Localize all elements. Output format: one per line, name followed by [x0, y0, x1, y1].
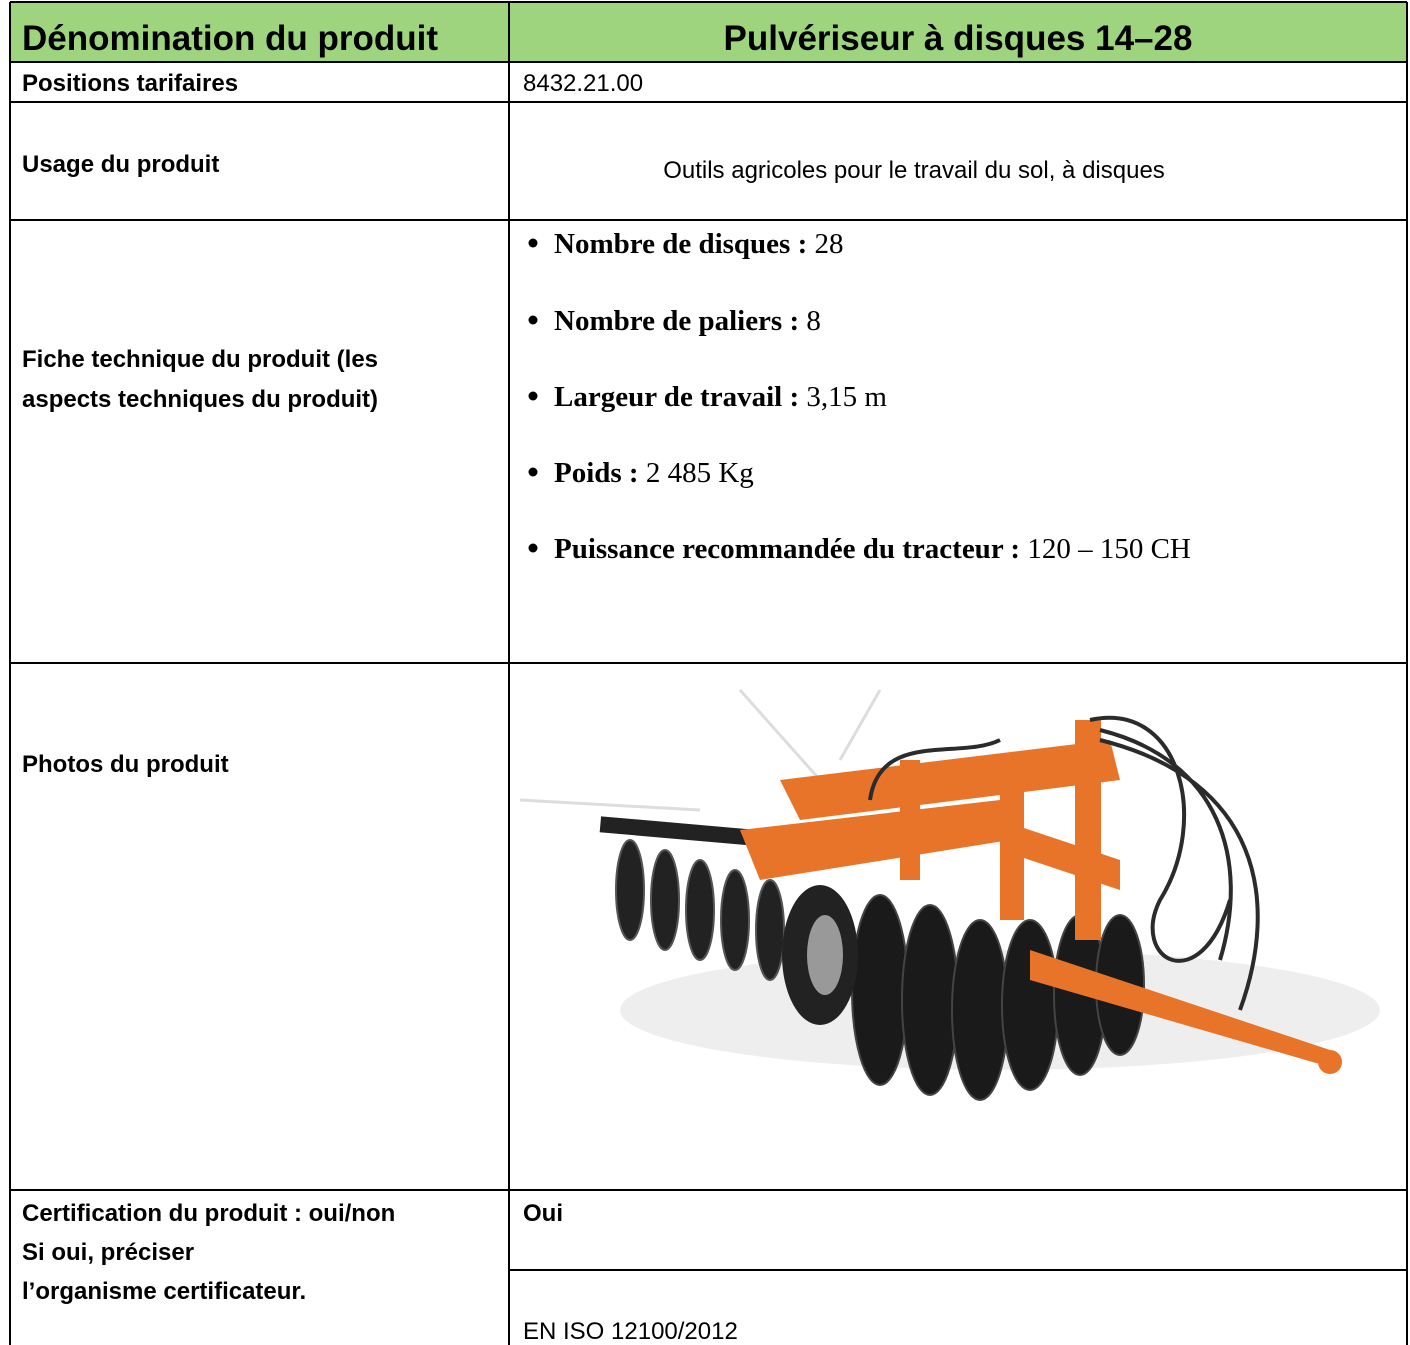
bullet: [528, 391, 538, 401]
row-value: Outils agricoles pour le travail du sol,…: [663, 157, 1165, 184]
spec-item: Largeur de travail : 3,15 m: [554, 381, 887, 413]
row-label: Certification du produit : oui/non: [22, 1200, 395, 1227]
bullet: [528, 543, 538, 553]
row-label: Fiche technique du produit (les: [22, 346, 378, 373]
spec-value: 2 485 Kg: [646, 457, 754, 489]
row-label: aspects techniques du produit): [22, 386, 378, 413]
row-value: Oui: [523, 1200, 563, 1227]
spec-value: 28: [815, 228, 844, 260]
row-label: Si oui, préciser: [22, 1239, 194, 1266]
spec-label: Poids :: [554, 457, 639, 489]
row-label: Photos du produit: [22, 751, 229, 778]
spec-label: Largeur de travail :: [554, 381, 799, 413]
row-value: 8432.21.00: [523, 70, 643, 97]
row-label: l’organisme certificateur.: [22, 1278, 306, 1305]
spec-value: 3,15 m: [806, 381, 887, 413]
spec-item: Nombre de disques : 28: [554, 228, 844, 260]
table-borders: [9, 1, 1408, 1345]
row-value: EN ISO 12100/2012: [523, 1318, 738, 1345]
spec-item: Nombre de paliers : 8: [554, 305, 821, 337]
bullet: [528, 315, 538, 325]
bullet: [528, 467, 538, 477]
spec-value: 8: [806, 305, 821, 337]
spec-value: 120 – 150 CH: [1027, 533, 1191, 565]
header-right: Pulvériseur à disques 14–28: [724, 19, 1193, 58]
spec-label: Nombre de paliers :: [554, 305, 799, 337]
spec-item: Poids : 2 485 Kg: [554, 457, 754, 489]
bullet: [528, 238, 538, 248]
spec-item: Puissance recommandée du tracteur : 120 …: [554, 533, 1191, 565]
header-left: Dénomination du produit: [22, 19, 438, 58]
product-photo: [519, 689, 1380, 1101]
spec-label: Puissance recommandée du tracteur :: [554, 533, 1020, 565]
header-background: [10, 2, 1407, 62]
row-label: Usage du produit: [22, 151, 219, 178]
row-label: Positions tarifaires: [22, 70, 238, 97]
spec-list: Nombre de disques : 28 Nombre de paliers…: [528, 228, 1191, 565]
spec-label: Nombre de disques :: [554, 228, 807, 260]
